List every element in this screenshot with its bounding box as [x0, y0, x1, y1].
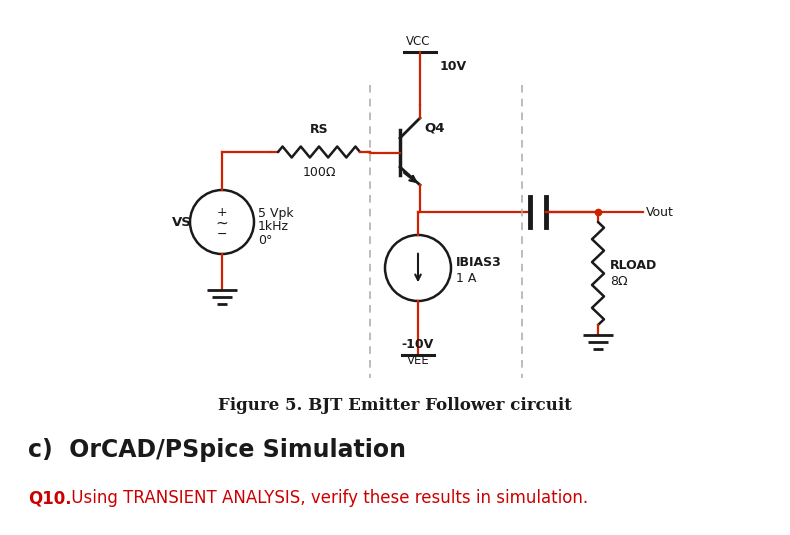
Text: VS: VS [172, 216, 192, 228]
Text: −: − [216, 227, 228, 241]
Text: RS: RS [310, 123, 329, 136]
Text: 10V: 10V [440, 59, 467, 73]
Text: Q10.: Q10. [28, 489, 72, 507]
Text: 1kHz: 1kHz [258, 220, 289, 233]
Text: Using TRANSIENT ANALYSIS, verify these results in simulation.: Using TRANSIENT ANALYSIS, verify these r… [66, 489, 588, 507]
Text: 100Ω: 100Ω [303, 166, 336, 179]
Text: -10V: -10V [402, 338, 435, 351]
Text: IBIAS3: IBIAS3 [456, 256, 502, 269]
Text: VEE: VEE [407, 354, 430, 367]
Text: 5 Vpk: 5 Vpk [258, 207, 294, 219]
Text: +: + [216, 207, 228, 219]
Text: Vout: Vout [646, 205, 674, 218]
Text: RLOAD: RLOAD [610, 259, 657, 272]
Text: VCC: VCC [406, 35, 431, 48]
Text: Q4: Q4 [424, 121, 445, 134]
Text: 1 A: 1 A [456, 271, 476, 285]
Text: c)  OrCAD/PSpice Simulation: c) OrCAD/PSpice Simulation [28, 438, 406, 462]
Text: Figure 5. BJT Emitter Follower circuit: Figure 5. BJT Emitter Follower circuit [218, 396, 572, 414]
Text: ~: ~ [216, 216, 228, 231]
Text: 0°: 0° [258, 234, 273, 248]
Text: 8Ω: 8Ω [610, 275, 627, 288]
